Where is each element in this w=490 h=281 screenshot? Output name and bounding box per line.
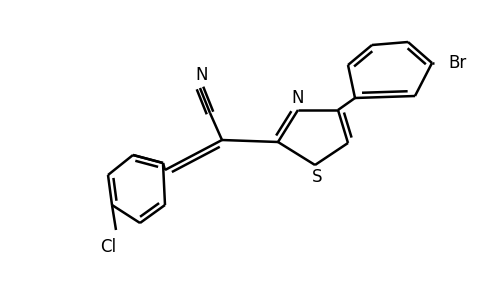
Text: S: S xyxy=(312,168,322,186)
Text: N: N xyxy=(292,89,304,107)
Text: Br: Br xyxy=(448,54,466,72)
Text: N: N xyxy=(196,66,208,84)
Text: Cl: Cl xyxy=(100,238,116,256)
